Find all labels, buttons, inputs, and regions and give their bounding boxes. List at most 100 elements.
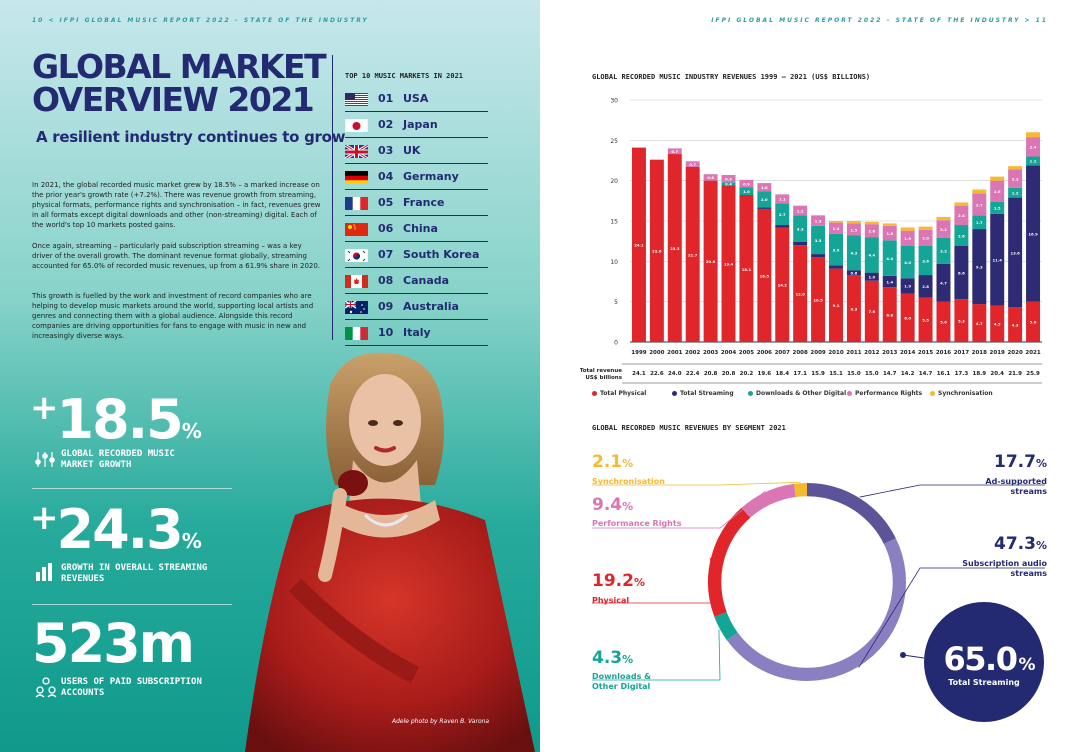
market-row-australia: 09 Australia [345, 294, 488, 320]
segment-subscription-value: 47.3% [994, 534, 1047, 554]
x-tick-label: 2018 [972, 350, 987, 356]
bar-segment [1026, 156, 1041, 166]
y-tick-label: 20 [610, 178, 618, 185]
segment-physical-unit: % [633, 576, 645, 589]
segment-adsupported-value: 17.7% [994, 452, 1047, 472]
segment-downloads-unit: % [622, 653, 634, 666]
segment-physical-value: 19.2% [592, 571, 645, 591]
bar-value-label: 4.7 [976, 321, 983, 326]
stat-streaming-growth-unit: % [181, 529, 202, 553]
bar-segment [864, 272, 879, 281]
intro-paragraph-1: In 2021, the global recorded music marke… [32, 181, 321, 229]
bar-value-label: 2.7 [779, 212, 786, 217]
bar-value-label: 3.5 [815, 238, 822, 243]
y-tick-label: 30 [610, 98, 618, 105]
bars-icon [36, 563, 52, 581]
bar-segment [972, 215, 987, 230]
bar-segment [990, 305, 1005, 342]
bar-value-label: 4.4 [886, 256, 893, 261]
bar-segment [775, 194, 790, 204]
bar-value-label: 8.3 [851, 306, 858, 311]
legend-dot-icon [930, 391, 935, 396]
donut-inner-edge [721, 496, 893, 668]
total-revenue-value: 15.9 [811, 371, 825, 377]
segment-donut-chart: 65.0 % Total Streaming [592, 481, 1045, 722]
x-tick-label: 2014 [900, 350, 915, 356]
bar-segment [649, 159, 664, 342]
legend-item: Downloads & Other Digital [748, 390, 846, 397]
bar-value-label: 6.0 [904, 316, 911, 321]
market-rank: 06 [378, 222, 394, 235]
bar-value-label: 5.0 [1030, 320, 1037, 325]
market-name: Italy [403, 326, 431, 339]
bar-segment [900, 227, 915, 231]
bar-segment [918, 246, 933, 276]
bar-segment [775, 227, 790, 342]
total-streaming-value: 65.0 [944, 640, 1017, 678]
bar-value-label: 0.8 [707, 175, 714, 180]
bar-segment [990, 176, 1005, 181]
bar-segment [667, 148, 682, 155]
bar-segment [829, 221, 843, 223]
x-tick-label: 2015 [918, 350, 933, 356]
right-running-header: IFPI GLOBAL MUSIC REPORT 2022 – STATE OF… [711, 17, 1048, 24]
legend-item: Total Physical [592, 390, 646, 397]
bar-segment [954, 205, 969, 226]
x-tick-label: 2001 [667, 350, 682, 356]
bar-value-label: 6.6 [958, 270, 965, 275]
bar-value-label: 1.0 [868, 274, 875, 279]
bar-value-label: 2.0 [922, 236, 929, 241]
total-revenue-value: 14.7 [883, 371, 897, 377]
segment-subscription-unit: % [1035, 539, 1047, 552]
bar-value-label: 12.0 [795, 291, 805, 296]
bar-segment [703, 180, 718, 342]
bar-segment [793, 245, 808, 342]
bar-segment [1026, 165, 1041, 302]
bar-value-label: 1.7 [976, 220, 983, 225]
bar-value-label: 23.3 [670, 246, 680, 251]
stat-separator-2 [32, 604, 232, 605]
bar-value-label: 1.6 [868, 228, 875, 233]
bar-segment [685, 166, 700, 342]
bar-value-label: 1.4 [833, 226, 840, 231]
legend-dot-icon [748, 391, 753, 396]
donut-slice [806, 483, 896, 545]
left-running-header: 10 < IFPI GLOBAL MUSIC REPORT 2022 – STA… [32, 17, 369, 24]
total-revenue-value: 24.1 [632, 371, 646, 377]
legend-label: Synchronisation [938, 390, 993, 397]
flag-korea-icon [345, 248, 368, 262]
bar-segment [631, 147, 646, 342]
legend-label: Total Streaming [680, 390, 734, 397]
users-icon [35, 677, 57, 698]
bar-value-label: 16.9 [1028, 231, 1038, 236]
segment-physical-label: Physical [592, 596, 630, 605]
total-revenue-value: 15.0 [847, 371, 861, 377]
stat-streaming-growth: +24.3% [30, 498, 202, 561]
divider-line [332, 55, 333, 340]
bar-value-label: 5.0 [940, 320, 947, 325]
flag-uk-icon [345, 143, 368, 158]
x-tick-label: 2000 [649, 350, 664, 356]
x-tick-label: 2008 [793, 350, 808, 356]
photo-caption: Adele photo by Raven B. Varona [392, 718, 490, 725]
bar-value-label: 9.1 [833, 303, 840, 308]
bar-segment [811, 254, 826, 258]
stat-subscribers: 523m [32, 612, 195, 675]
bar-segment [757, 207, 772, 209]
x-tick-label: 1999 [631, 350, 646, 356]
bar-segment [936, 301, 951, 342]
market-row-uk: 03 UK [345, 138, 488, 164]
bar-segment [685, 161, 700, 167]
bar-segment [829, 268, 843, 342]
market-rank: 07 [378, 248, 394, 261]
market-rank: 02 [378, 118, 394, 131]
bar-segment [864, 224, 879, 238]
bar-value-label: 1.0 [743, 189, 750, 194]
bar-value-label: 1.2 [797, 208, 804, 213]
bar-value-label: 18.1 [742, 267, 752, 272]
total-revenue-value: 14.7 [919, 371, 933, 377]
market-name: Canada [403, 274, 450, 287]
legend-item: Total Streaming [672, 390, 734, 397]
legend-dot-icon [847, 391, 852, 396]
connector-line [592, 557, 721, 604]
